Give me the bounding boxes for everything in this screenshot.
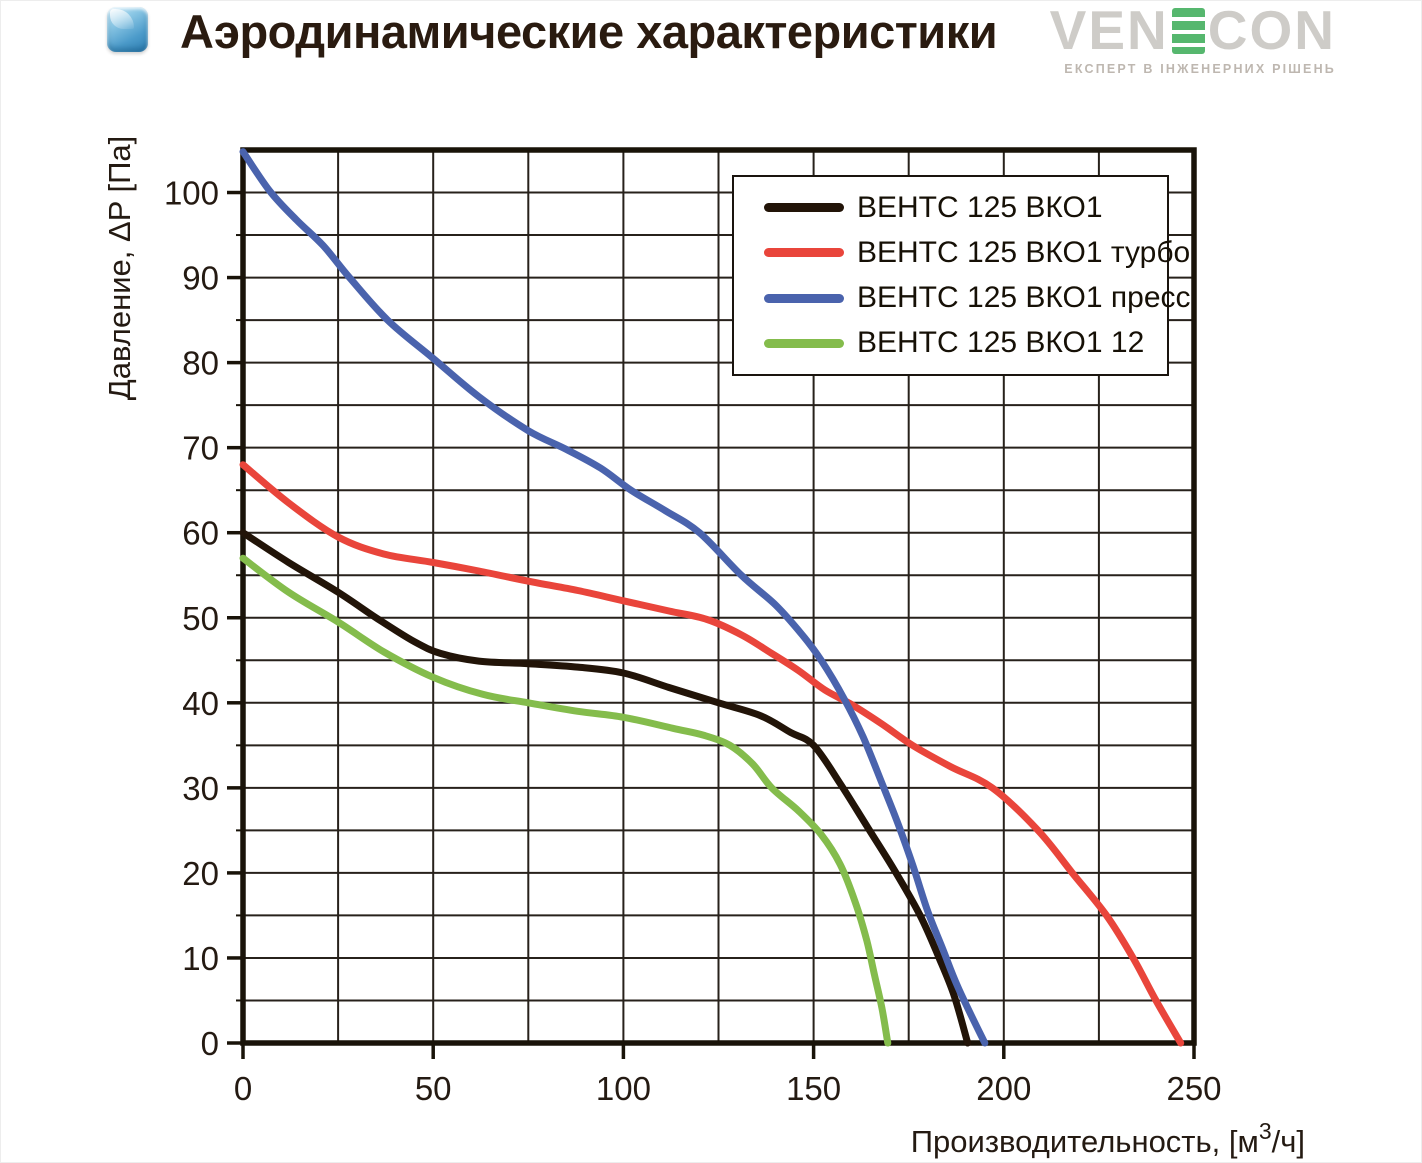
y-axis-label: Давление, ΔP [Па] [102,136,137,400]
legend-swatch-blue [764,293,844,303]
svg-text:0: 0 [234,1070,252,1107]
legend-swatch-red [764,248,844,258]
svg-text:0: 0 [201,1025,219,1062]
watermark-text-pre: VEN [1049,0,1169,61]
watermark-tagline: ЕКСПЕРТ В ІНЖЕНЕРНИХ РІШЕНЬ [1064,62,1336,76]
curve-series-1 [239,529,972,1047]
vencon-watermark: VEN CON ЕКСПЕРТ В ІНЖЕНЕРНИХ РІШЕНЬ [1050,3,1336,77]
watermark-text-post: CON [1207,0,1336,61]
svg-text:100: 100 [596,1070,651,1107]
svg-text:80: 80 [182,345,219,382]
svg-text:100: 100 [164,175,219,212]
svg-text:70: 70 [182,430,219,467]
legend-swatch-black [764,203,844,213]
plot-frame [240,147,1197,1046]
page-title: Аэродинамические характеристики [180,5,998,58]
bullet-square-icon [107,7,148,52]
header: Аэродинамические характеристики [0,0,1422,86]
vencon-logo-icon [1171,7,1205,54]
legend-label: ВЕНТС 125 ВКО1 12 [857,326,1145,360]
legend-item-bko1: ВЕНТС 125 ВКО1 [764,190,1167,224]
x-axis-label: Производительность, [м3/ч] [911,1118,1305,1159]
svg-text:150: 150 [786,1070,841,1107]
curve-series-2 [239,461,1185,1047]
svg-text:60: 60 [182,515,219,552]
legend-label: ВЕНТС 125 ВКО1 турбо [857,235,1191,269]
legend-label: ВЕНТС 125 ВКО1 [857,190,1103,224]
svg-text:90: 90 [182,260,219,297]
series-curves [239,148,1185,1047]
svg-text:200: 200 [976,1070,1031,1107]
legend-swatch-green [764,338,844,348]
curve-series-3 [239,148,989,1047]
curve-series-4 [239,554,892,1047]
svg-text:30: 30 [182,770,219,807]
svg-text:250: 250 [1166,1070,1221,1107]
svg-text:40: 40 [182,685,219,722]
svg-text:50: 50 [182,600,219,637]
svg-text:20: 20 [182,855,219,892]
svg-text:50: 50 [415,1070,452,1107]
legend-item-bko1-12: ВЕНТС 125 ВКО1 12 [764,328,1167,358]
vencon-logo: VEN CON [1050,3,1336,58]
svg-text:10: 10 [182,940,219,977]
legend-item-bko1-turbo: ВЕНТС 125 ВКО1 турбо [764,237,1190,268]
legend-label: ВЕНТС 125 ВКО1 пресс [857,281,1191,315]
chart-legend: ВЕНТС 125 ВКО1 ВЕНТС 125 ВКО1 турбо ВЕНТ… [732,175,1191,376]
tick-labels: 0 50 100 150 200 250 0 10 20 30 40 50 60 70 80 90 100 [164,175,1222,1107]
legend-item-bko1-press: ВЕНТС 125 ВКО1 пресс [764,283,1191,313]
